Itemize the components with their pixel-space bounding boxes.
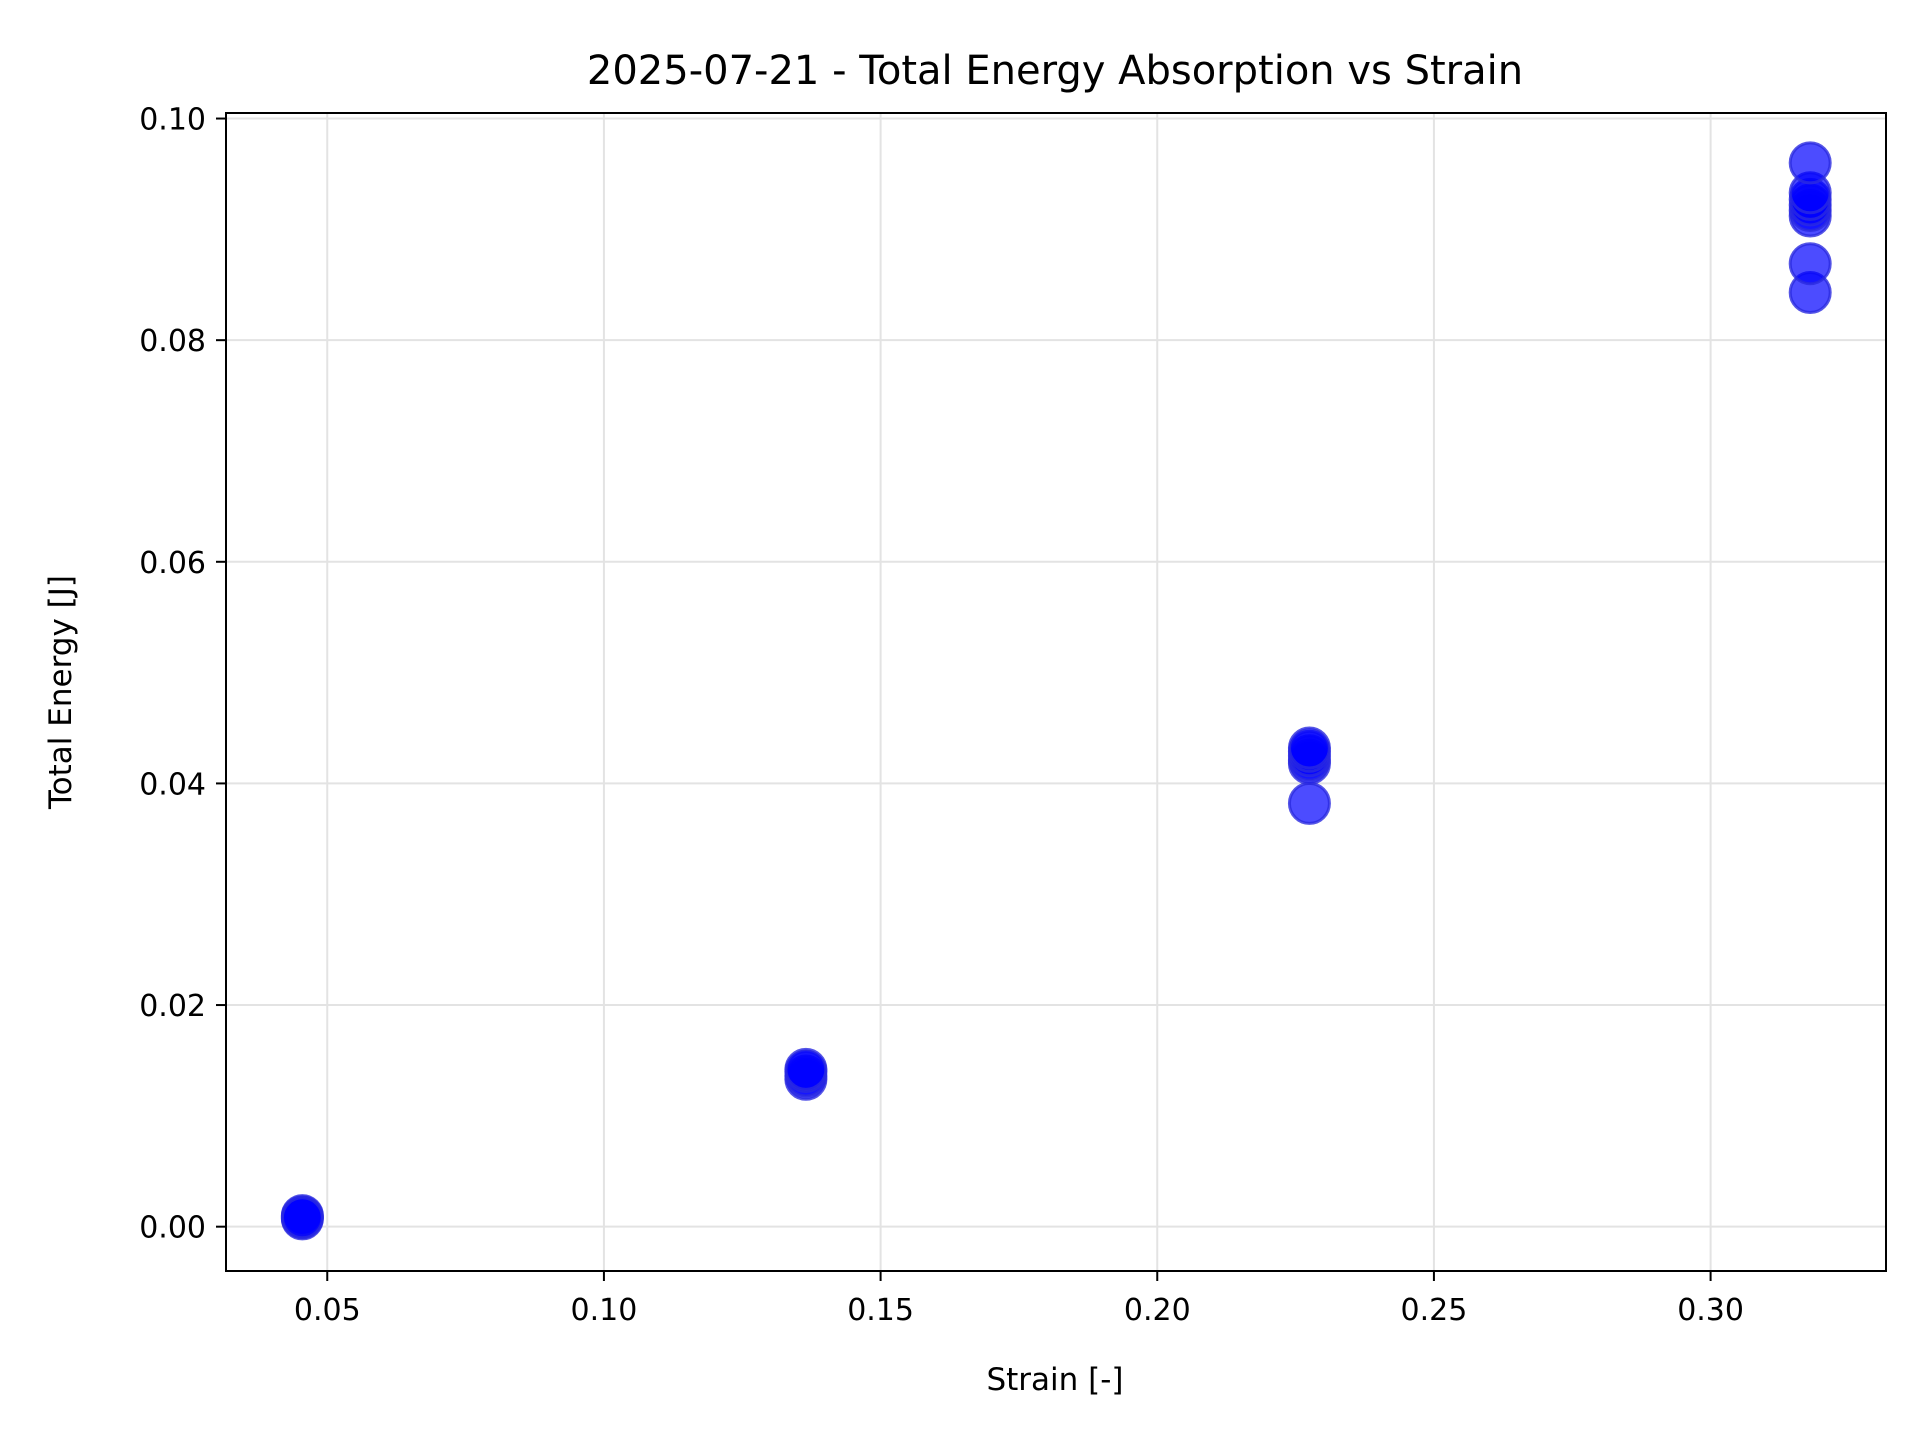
x-tick-label: 0.25 bbox=[1401, 1293, 1468, 1328]
data-point bbox=[1287, 726, 1331, 770]
axes-frame bbox=[225, 112, 1887, 1272]
data-points bbox=[280, 141, 1832, 1241]
y-axis: 0.00 0.02 0.04 0.06 0.08 0.10 bbox=[139, 103, 226, 1246]
y-tick-label: 0.10 bbox=[139, 103, 206, 138]
y-tick-label: 0.06 bbox=[139, 546, 206, 581]
x-axis: 0.05 0.10 0.15 0.20 0.25 0.30 bbox=[294, 1271, 1744, 1328]
plot-area bbox=[226, 113, 1886, 1271]
data-point bbox=[280, 1196, 324, 1240]
y-tick-label: 0.08 bbox=[139, 324, 206, 359]
chart-title: 2025-07-21 - Total Energy Absorption vs … bbox=[587, 48, 1523, 94]
x-tick-label: 0.20 bbox=[1124, 1293, 1191, 1328]
x-tick-label: 0.15 bbox=[847, 1293, 914, 1328]
grid bbox=[226, 113, 1886, 1271]
x-tick-label: 0.10 bbox=[571, 1293, 638, 1328]
data-point bbox=[1788, 242, 1832, 286]
y-tick-label: 0.04 bbox=[139, 767, 206, 802]
data-point bbox=[1788, 141, 1832, 185]
y-tick-label: 0.02 bbox=[139, 989, 206, 1024]
y-axis-label: Total Energy [J] bbox=[43, 575, 79, 810]
x-tick-label: 0.30 bbox=[1677, 1293, 1744, 1328]
x-tick-label: 0.05 bbox=[294, 1293, 361, 1328]
x-axis-label: Strain [-] bbox=[986, 1362, 1123, 1398]
data-point bbox=[784, 1047, 828, 1091]
data-point bbox=[1287, 781, 1331, 825]
y-tick-label: 0.00 bbox=[139, 1211, 206, 1246]
